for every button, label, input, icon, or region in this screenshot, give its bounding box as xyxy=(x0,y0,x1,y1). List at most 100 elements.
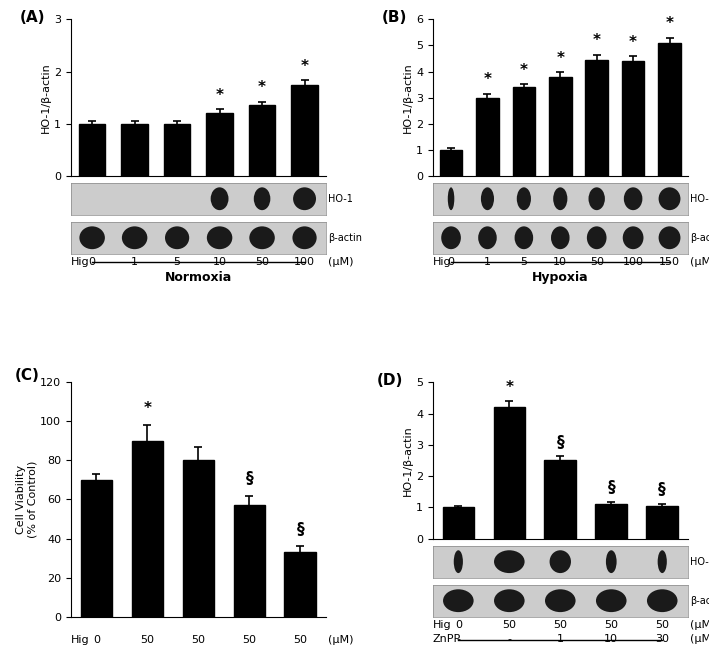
Text: 50: 50 xyxy=(191,635,206,645)
Text: 10: 10 xyxy=(553,257,567,267)
Ellipse shape xyxy=(588,188,605,210)
Text: β-actin: β-actin xyxy=(691,596,709,606)
Text: Hig: Hig xyxy=(432,620,452,630)
Text: 50: 50 xyxy=(502,620,516,630)
Text: (D): (D) xyxy=(376,373,403,388)
Bar xyxy=(233,506,265,617)
Text: β-actin: β-actin xyxy=(691,233,709,243)
Ellipse shape xyxy=(454,550,463,573)
Text: (μM): (μM) xyxy=(691,634,709,644)
Ellipse shape xyxy=(207,227,233,249)
Bar xyxy=(596,504,627,539)
Bar xyxy=(545,460,576,539)
Ellipse shape xyxy=(596,589,627,612)
Text: *: * xyxy=(143,401,151,416)
Ellipse shape xyxy=(587,227,606,249)
Bar xyxy=(658,43,681,176)
Bar xyxy=(164,123,190,176)
Bar xyxy=(493,408,525,539)
Ellipse shape xyxy=(659,188,681,210)
Text: 50: 50 xyxy=(255,257,269,267)
Text: -: - xyxy=(508,634,511,644)
Text: *: * xyxy=(258,80,266,95)
Text: *: * xyxy=(557,51,564,66)
Text: (A): (A) xyxy=(20,10,45,25)
Text: 50: 50 xyxy=(242,635,257,645)
Text: 0: 0 xyxy=(455,620,462,630)
Text: Hypoxia: Hypoxia xyxy=(532,271,588,284)
Ellipse shape xyxy=(481,188,494,210)
Text: 50: 50 xyxy=(553,620,567,630)
Text: *: * xyxy=(593,33,601,48)
Bar xyxy=(549,77,571,176)
Text: §: § xyxy=(557,435,564,450)
Bar xyxy=(121,123,147,176)
Ellipse shape xyxy=(211,188,228,210)
Text: 0: 0 xyxy=(89,257,96,267)
Text: 1: 1 xyxy=(484,257,491,267)
Y-axis label: HO-1/β-actin: HO-1/β-actin xyxy=(41,62,51,133)
Text: 0: 0 xyxy=(93,635,100,645)
Text: (μM): (μM) xyxy=(690,257,709,267)
Ellipse shape xyxy=(659,227,681,249)
Text: HO-1: HO-1 xyxy=(328,194,353,204)
Text: *: * xyxy=(301,59,308,74)
Bar xyxy=(513,87,535,176)
Text: 5: 5 xyxy=(520,257,527,267)
Text: 10: 10 xyxy=(213,257,227,267)
Text: 50: 50 xyxy=(655,620,669,630)
Text: *: * xyxy=(506,380,513,395)
Bar xyxy=(647,506,678,539)
Text: 10: 10 xyxy=(604,634,618,644)
Ellipse shape xyxy=(658,550,667,573)
Text: *: * xyxy=(216,88,223,103)
Ellipse shape xyxy=(553,188,567,210)
Text: -: - xyxy=(457,634,460,644)
Text: §: § xyxy=(608,480,615,495)
Text: 50: 50 xyxy=(590,257,603,267)
Text: 50: 50 xyxy=(140,635,155,645)
Text: Hig: Hig xyxy=(71,257,89,267)
Ellipse shape xyxy=(624,188,642,210)
Bar xyxy=(440,149,462,176)
Text: 100: 100 xyxy=(294,257,315,267)
Ellipse shape xyxy=(549,550,571,573)
Ellipse shape xyxy=(647,589,678,612)
Text: 150: 150 xyxy=(659,257,680,267)
Text: 1: 1 xyxy=(131,257,138,267)
Text: §: § xyxy=(296,522,304,537)
Y-axis label: HO-1/β-actin: HO-1/β-actin xyxy=(403,425,413,496)
Text: (B): (B) xyxy=(382,10,407,25)
Bar xyxy=(476,97,498,176)
Text: 1: 1 xyxy=(557,634,564,644)
Ellipse shape xyxy=(478,227,497,249)
Ellipse shape xyxy=(79,227,105,249)
Text: 0: 0 xyxy=(447,257,454,267)
Text: Hig: Hig xyxy=(432,257,452,267)
Ellipse shape xyxy=(545,589,576,612)
Bar xyxy=(442,508,474,539)
Ellipse shape xyxy=(494,550,525,573)
Bar xyxy=(284,552,316,617)
Text: §: § xyxy=(659,482,666,497)
Text: (C): (C) xyxy=(15,369,40,384)
Text: β-actin: β-actin xyxy=(328,233,362,243)
Y-axis label: HO-1/β-actin: HO-1/β-actin xyxy=(403,62,413,133)
Ellipse shape xyxy=(494,589,525,612)
Text: Hig: Hig xyxy=(71,635,89,645)
Text: HO-1: HO-1 xyxy=(691,194,709,204)
Ellipse shape xyxy=(623,227,644,249)
Text: 30: 30 xyxy=(655,634,669,644)
Ellipse shape xyxy=(606,550,617,573)
Bar xyxy=(291,84,318,176)
Ellipse shape xyxy=(254,188,270,210)
Ellipse shape xyxy=(122,227,147,249)
Bar xyxy=(206,113,233,176)
Text: 5: 5 xyxy=(174,257,181,267)
Ellipse shape xyxy=(250,227,275,249)
Text: 50: 50 xyxy=(294,635,307,645)
Text: 100: 100 xyxy=(623,257,644,267)
Ellipse shape xyxy=(517,188,531,210)
Ellipse shape xyxy=(443,589,474,612)
Bar xyxy=(586,60,608,176)
